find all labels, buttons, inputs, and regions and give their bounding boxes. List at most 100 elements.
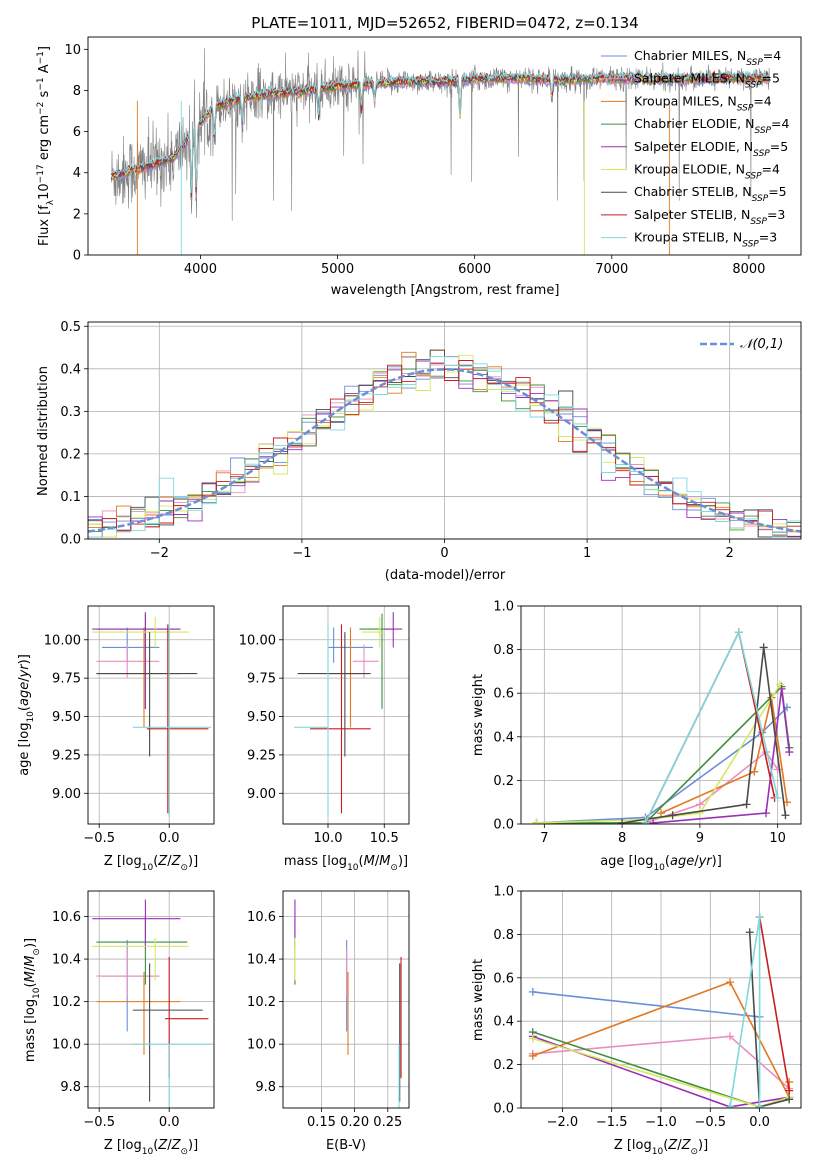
axes-frame (520, 890, 802, 1109)
legend-label: Chabrier MILES, NSSP=4 (634, 48, 781, 68)
x-tick-label: 10.0 (314, 831, 343, 846)
axes-frame (87, 321, 802, 540)
mass-weight-marker (657, 809, 665, 818)
y-tick-label: 10.2 (247, 995, 276, 1010)
legend-subscript: SSP (745, 81, 762, 91)
y-tick-label: 0.0 (60, 533, 81, 548)
y-tick-label: 0.2 (60, 447, 81, 462)
mass-vs-Z-ylabel: mass [log10(M/M⊙)] (23, 938, 42, 1062)
mass-weight-marker (781, 811, 790, 820)
x-tick-label: −1.0 (645, 1115, 677, 1130)
mass-weight-marker (762, 809, 770, 818)
y-tick-label: 9.00 (247, 787, 276, 802)
y-tick-label: 0.4 (493, 730, 514, 745)
y-tick-label: 10.6 (52, 910, 81, 925)
y-tick-label: 9.8 (255, 1080, 276, 1095)
mass-weight-marker (745, 928, 754, 937)
y-tick-label: 10.4 (247, 953, 276, 968)
mass-weight-marker (695, 800, 704, 809)
legend-value: =3 (767, 207, 785, 222)
y-tick-label: 0.2 (493, 774, 514, 789)
x-tick-label: 0 (440, 546, 448, 561)
normal-reference-curve (88, 368, 801, 533)
axes-frame (520, 605, 802, 825)
mass-weight-marker (759, 643, 768, 652)
mass-weight-marker (755, 913, 764, 922)
y-tick-label: 9.8 (60, 1080, 81, 1095)
y-tick-label: 10.0 (52, 1038, 81, 1053)
mass-weight-marker (528, 1051, 537, 1060)
massweight-vs-Z-xlabel: Z [log10(Z/Z⊙)] (614, 1138, 708, 1157)
model-spectrum-line (111, 69, 770, 193)
plot-clip (532, 628, 794, 824)
mass-weight-marker (734, 628, 743, 637)
x-tick-label: 7000 (595, 262, 628, 277)
mass-weight-marker (726, 1032, 735, 1041)
legend-value: =4 (771, 116, 789, 131)
legend-value: =5 (770, 139, 788, 154)
spectrum-legend: Chabrier MILES, NSSP=4 Salpeter MILES, NS… (601, 48, 789, 250)
legend-value: =5 (768, 184, 786, 199)
massweight-vs-Z-plot-area: −2.0 −1.5 −1.0 −0.5 0.0 0.0 0.2 0.4 0.6 0.8 1.0 (493, 885, 802, 1130)
y-tick-label: 10.6 (247, 910, 276, 925)
mass-weight-marker (785, 1077, 794, 1086)
y-tick-label: 10.00 (44, 633, 81, 648)
y-tick-label: 4 (73, 166, 81, 181)
mass-weight-marker (695, 809, 704, 818)
mass-weight-marker (750, 767, 759, 776)
mass-weight-line (645, 750, 779, 824)
mass-weight-line (653, 688, 791, 824)
y-tick-label: 8 (73, 84, 81, 99)
legend-label: Chabrier STELIB, NSSP=5 (634, 184, 787, 204)
x-tick-label: −2.0 (547, 1115, 579, 1130)
mass-weight-marker (528, 987, 537, 996)
mass-weight-marker (742, 800, 751, 809)
plot-clip (294, 612, 403, 817)
spectrum-title: PLATE=1011, MJD=52652, FIBERID=0472, z=0… (251, 14, 638, 32)
mass-weight-marker (777, 684, 786, 693)
mass-weight-marker (641, 818, 650, 824)
y-tick-label: 0.6 (493, 971, 514, 986)
y-tick-label: 9.50 (52, 710, 81, 725)
y-tick-label: 0 (73, 249, 81, 264)
plot-clip (92, 612, 212, 817)
mass-vs-Z-plot-area: −0.5 0.0 9.8 10.0 10.2 10.4 10.6 (52, 890, 215, 1130)
legend-value: =4 (753, 93, 771, 108)
legend-subscript: SSP (754, 126, 771, 136)
plot-clip (528, 913, 794, 1108)
y-tick-label: 0.3 (60, 405, 81, 420)
plot-clip (92, 899, 212, 1108)
mass-weight-marker (755, 1102, 764, 1108)
mass-weight-line (758, 916, 790, 1091)
axes-frame (87, 605, 215, 825)
mass-weight-line (729, 916, 761, 1108)
y-tick-label: 10 (64, 43, 81, 58)
mass-weight-marker (773, 765, 782, 774)
massweight-vs-age-xlabel: age [log10(age/yr)] (600, 854, 722, 873)
plot-clip (88, 349, 801, 538)
y-tick-label: 0.6 (493, 687, 514, 702)
y-tick-label: 9.00 (52, 787, 81, 802)
legend-label: Chabrier ELODIE, NSSP=4 (634, 116, 789, 136)
legend-subscript: SSP (742, 240, 759, 250)
x-tick-label: 10 (769, 831, 786, 846)
x-tick-label: 0.25 (373, 1115, 402, 1130)
legend-label: Kroupa ELODIE, NSSP=4 (634, 162, 780, 182)
legend-subscript: SSP (737, 103, 754, 113)
plot-clip (110, 48, 770, 255)
y-tick-label: 9.25 (247, 748, 276, 763)
legend-subscript: SSP (745, 172, 762, 182)
massweight-vs-age-ylabel: mass weight (471, 674, 486, 756)
x-tick-label: −0.5 (83, 831, 115, 846)
normal-legend-label: 𝒩(0,1) (740, 337, 783, 352)
age-vs-Z-panel: −0.5 0.0 9.00 9.25 9.50 9.75 10.00 Z [log10(Z/… (17, 605, 215, 873)
histogram-ylabel: Normed distribution (36, 366, 51, 496)
massweight-vs-Z-ylabel: mass weight (471, 959, 486, 1041)
x-tick-label: −0.5 (83, 1115, 115, 1130)
y-tick-label: 9.75 (247, 672, 276, 687)
x-tick-label: 0.0 (159, 1115, 180, 1130)
y-tick-label: 6 (73, 125, 81, 140)
age-vs-mass-xlabel: mass [log10(M/M⊙)] (284, 854, 408, 873)
legend-subscript: SSP (750, 217, 767, 227)
y-tick-label: 2 (73, 207, 81, 222)
